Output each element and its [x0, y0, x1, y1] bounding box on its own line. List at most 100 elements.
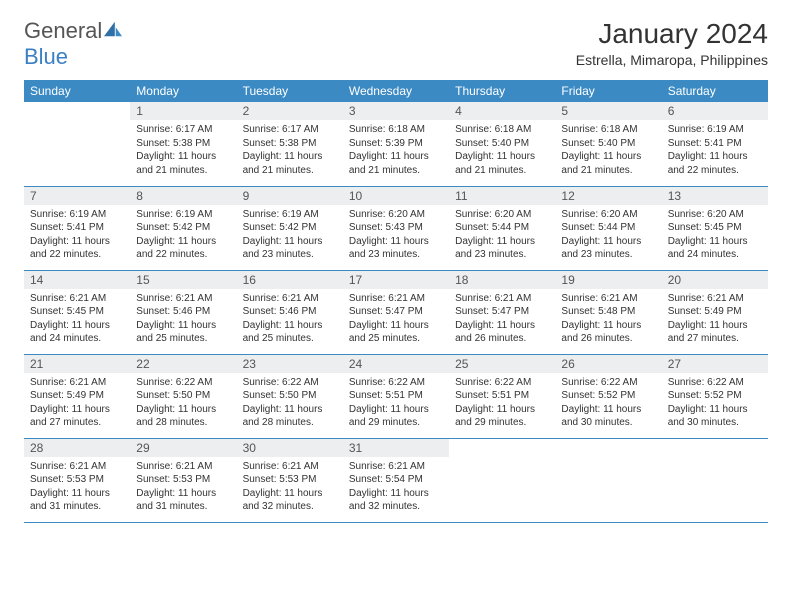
day-number: 17: [343, 271, 449, 289]
calendar-header-row: SundayMondayTuesdayWednesdayThursdayFrid…: [24, 80, 768, 102]
daylight-text: Daylight: 11 hours and 22 minutes.: [668, 150, 762, 177]
day-number: 23: [237, 355, 343, 373]
page-subtitle: Estrella, Mimaropa, Philippines: [576, 52, 768, 68]
day-number: 7: [24, 187, 130, 205]
calendar-day-cell: 17Sunrise: 6:21 AMSunset: 5:47 PMDayligh…: [343, 270, 449, 354]
calendar-day-cell: 4Sunrise: 6:18 AMSunset: 5:40 PMDaylight…: [449, 102, 555, 186]
day-body: Sunrise: 6:21 AMSunset: 5:47 PMDaylight:…: [449, 289, 555, 350]
calendar-day-cell: 20Sunrise: 6:21 AMSunset: 5:49 PMDayligh…: [662, 270, 768, 354]
daylight-text: Daylight: 11 hours and 28 minutes.: [136, 403, 230, 430]
day-number: 26: [555, 355, 661, 373]
calendar-day-cell: 28Sunrise: 6:21 AMSunset: 5:53 PMDayligh…: [24, 438, 130, 522]
day-number: 3: [343, 102, 449, 120]
sunset-text: Sunset: 5:39 PM: [349, 137, 443, 151]
sunrise-text: Sunrise: 6:18 AM: [561, 123, 655, 137]
calendar-week-row: 7Sunrise: 6:19 AMSunset: 5:41 PMDaylight…: [24, 186, 768, 270]
calendar-day-cell: 24Sunrise: 6:22 AMSunset: 5:51 PMDayligh…: [343, 354, 449, 438]
sunrise-text: Sunrise: 6:17 AM: [243, 123, 337, 137]
brand-text-1: General: [24, 18, 102, 43]
sunrise-text: Sunrise: 6:20 AM: [561, 208, 655, 222]
day-body: Sunrise: 6:20 AMSunset: 5:44 PMDaylight:…: [555, 205, 661, 266]
calendar-week-row: 28Sunrise: 6:21 AMSunset: 5:53 PMDayligh…: [24, 438, 768, 522]
day-number: 12: [555, 187, 661, 205]
sunrise-text: Sunrise: 6:21 AM: [668, 292, 762, 306]
day-body: Sunrise: 6:19 AMSunset: 5:41 PMDaylight:…: [24, 205, 130, 266]
day-body: Sunrise: 6:21 AMSunset: 5:49 PMDaylight:…: [662, 289, 768, 350]
weekday-header: Thursday: [449, 80, 555, 102]
calendar-day-cell: [555, 438, 661, 522]
day-number: 2: [237, 102, 343, 120]
sunrise-text: Sunrise: 6:21 AM: [243, 292, 337, 306]
day-number: 13: [662, 187, 768, 205]
day-body: Sunrise: 6:22 AMSunset: 5:51 PMDaylight:…: [343, 373, 449, 434]
daylight-text: Daylight: 11 hours and 32 minutes.: [349, 487, 443, 514]
sunrise-text: Sunrise: 6:22 AM: [243, 376, 337, 390]
day-number: 11: [449, 187, 555, 205]
daylight-text: Daylight: 11 hours and 22 minutes.: [136, 235, 230, 262]
sunset-text: Sunset: 5:53 PM: [30, 473, 124, 487]
calendar-day-cell: 14Sunrise: 6:21 AMSunset: 5:45 PMDayligh…: [24, 270, 130, 354]
sunset-text: Sunset: 5:49 PM: [668, 305, 762, 319]
day-body: Sunrise: 6:22 AMSunset: 5:52 PMDaylight:…: [555, 373, 661, 434]
daylight-text: Daylight: 11 hours and 30 minutes.: [668, 403, 762, 430]
calendar-week-row: 14Sunrise: 6:21 AMSunset: 5:45 PMDayligh…: [24, 270, 768, 354]
weekday-header: Sunday: [24, 80, 130, 102]
calendar-table: SundayMondayTuesdayWednesdayThursdayFrid…: [24, 80, 768, 523]
sunset-text: Sunset: 5:50 PM: [243, 389, 337, 403]
sunset-text: Sunset: 5:44 PM: [561, 221, 655, 235]
sunset-text: Sunset: 5:47 PM: [349, 305, 443, 319]
sunrise-text: Sunrise: 6:19 AM: [136, 208, 230, 222]
day-body: Sunrise: 6:19 AMSunset: 5:42 PMDaylight:…: [237, 205, 343, 266]
day-body: Sunrise: 6:22 AMSunset: 5:50 PMDaylight:…: [130, 373, 236, 434]
day-number: 24: [343, 355, 449, 373]
sunrise-text: Sunrise: 6:21 AM: [30, 460, 124, 474]
day-body: Sunrise: 6:19 AMSunset: 5:42 PMDaylight:…: [130, 205, 236, 266]
calendar-day-cell: 16Sunrise: 6:21 AMSunset: 5:46 PMDayligh…: [237, 270, 343, 354]
sunrise-text: Sunrise: 6:18 AM: [349, 123, 443, 137]
daylight-text: Daylight: 11 hours and 27 minutes.: [30, 403, 124, 430]
day-body: Sunrise: 6:21 AMSunset: 5:46 PMDaylight:…: [130, 289, 236, 350]
daylight-text: Daylight: 11 hours and 21 minutes.: [136, 150, 230, 177]
calendar-day-cell: 5Sunrise: 6:18 AMSunset: 5:40 PMDaylight…: [555, 102, 661, 186]
day-number: 9: [237, 187, 343, 205]
calendar-day-cell: 13Sunrise: 6:20 AMSunset: 5:45 PMDayligh…: [662, 186, 768, 270]
day-number: 4: [449, 102, 555, 120]
sail-icon: [102, 20, 124, 38]
day-body: Sunrise: 6:17 AMSunset: 5:38 PMDaylight:…: [130, 120, 236, 181]
calendar-day-cell: 1Sunrise: 6:17 AMSunset: 5:38 PMDaylight…: [130, 102, 236, 186]
day-body: Sunrise: 6:21 AMSunset: 5:54 PMDaylight:…: [343, 457, 449, 518]
sunset-text: Sunset: 5:42 PM: [243, 221, 337, 235]
daylight-text: Daylight: 11 hours and 23 minutes.: [243, 235, 337, 262]
day-body: Sunrise: 6:21 AMSunset: 5:47 PMDaylight:…: [343, 289, 449, 350]
weekday-header: Saturday: [662, 80, 768, 102]
calendar-day-cell: 23Sunrise: 6:22 AMSunset: 5:50 PMDayligh…: [237, 354, 343, 438]
sunset-text: Sunset: 5:51 PM: [349, 389, 443, 403]
day-body: Sunrise: 6:21 AMSunset: 5:45 PMDaylight:…: [24, 289, 130, 350]
calendar-day-cell: 27Sunrise: 6:22 AMSunset: 5:52 PMDayligh…: [662, 354, 768, 438]
calendar-day-cell: [449, 438, 555, 522]
sunrise-text: Sunrise: 6:17 AM: [136, 123, 230, 137]
calendar-day-cell: [24, 102, 130, 186]
day-body: Sunrise: 6:18 AMSunset: 5:40 PMDaylight:…: [449, 120, 555, 181]
sunset-text: Sunset: 5:48 PM: [561, 305, 655, 319]
sunrise-text: Sunrise: 6:21 AM: [243, 460, 337, 474]
day-number: 6: [662, 102, 768, 120]
sunset-text: Sunset: 5:49 PM: [30, 389, 124, 403]
day-body: Sunrise: 6:18 AMSunset: 5:40 PMDaylight:…: [555, 120, 661, 181]
sunrise-text: Sunrise: 6:22 AM: [668, 376, 762, 390]
calendar-day-cell: [662, 438, 768, 522]
calendar-day-cell: 29Sunrise: 6:21 AMSunset: 5:53 PMDayligh…: [130, 438, 236, 522]
daylight-text: Daylight: 11 hours and 25 minutes.: [136, 319, 230, 346]
calendar-day-cell: 10Sunrise: 6:20 AMSunset: 5:43 PMDayligh…: [343, 186, 449, 270]
sunset-text: Sunset: 5:53 PM: [243, 473, 337, 487]
weekday-header: Tuesday: [237, 80, 343, 102]
sunset-text: Sunset: 5:40 PM: [561, 137, 655, 151]
day-body: Sunrise: 6:21 AMSunset: 5:49 PMDaylight:…: [24, 373, 130, 434]
calendar-day-cell: 6Sunrise: 6:19 AMSunset: 5:41 PMDaylight…: [662, 102, 768, 186]
sunrise-text: Sunrise: 6:22 AM: [561, 376, 655, 390]
calendar-day-cell: 22Sunrise: 6:22 AMSunset: 5:50 PMDayligh…: [130, 354, 236, 438]
calendar-day-cell: 2Sunrise: 6:17 AMSunset: 5:38 PMDaylight…: [237, 102, 343, 186]
calendar-day-cell: 18Sunrise: 6:21 AMSunset: 5:47 PMDayligh…: [449, 270, 555, 354]
daylight-text: Daylight: 11 hours and 22 minutes.: [30, 235, 124, 262]
sunset-text: Sunset: 5:46 PM: [136, 305, 230, 319]
